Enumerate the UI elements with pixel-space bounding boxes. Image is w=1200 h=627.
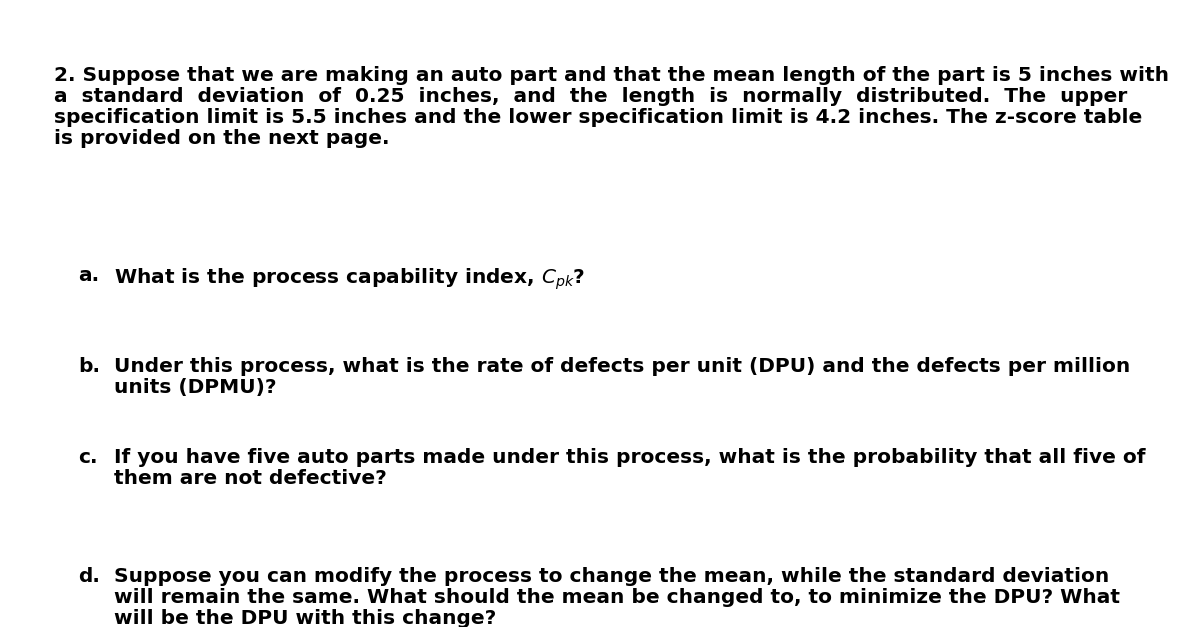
Text: them are not defective?: them are not defective?: [114, 470, 386, 488]
Text: will remain the same. What should the mean be changed to, to minimize the DPU? W: will remain the same. What should the me…: [114, 589, 1120, 608]
Text: If you have five auto parts made under this process, what is the probability tha: If you have five auto parts made under t…: [114, 448, 1146, 467]
Text: specification limit is 5.5 inches and the lower specification limit is 4.2 inche: specification limit is 5.5 inches and th…: [54, 108, 1142, 127]
Text: is provided on the next page.: is provided on the next page.: [54, 129, 390, 148]
Text: will be the DPU with this change?: will be the DPU with this change?: [114, 609, 497, 627]
Text: d.: d.: [78, 567, 100, 586]
Text: Under this process, what is the rate of defects per unit (DPU) and the defects p: Under this process, what is the rate of …: [114, 357, 1130, 376]
Text: units (DPMU)?: units (DPMU)?: [114, 379, 276, 398]
Text: What is the process capability index, $C_{pk}$?: What is the process capability index, $C…: [114, 266, 586, 292]
Text: a  standard  deviation  of  0.25  inches,  and  the  length  is  normally  distr: a standard deviation of 0.25 inches, and…: [54, 87, 1127, 106]
Text: Suppose you can modify the process to change the mean, while the standard deviat: Suppose you can modify the process to ch…: [114, 567, 1109, 586]
Text: a.: a.: [78, 266, 100, 285]
Text: b.: b.: [78, 357, 100, 376]
Text: c.: c.: [78, 448, 97, 467]
Text: 2. Suppose that we are making an auto part and that the mean length of the part : 2. Suppose that we are making an auto pa…: [54, 66, 1169, 85]
